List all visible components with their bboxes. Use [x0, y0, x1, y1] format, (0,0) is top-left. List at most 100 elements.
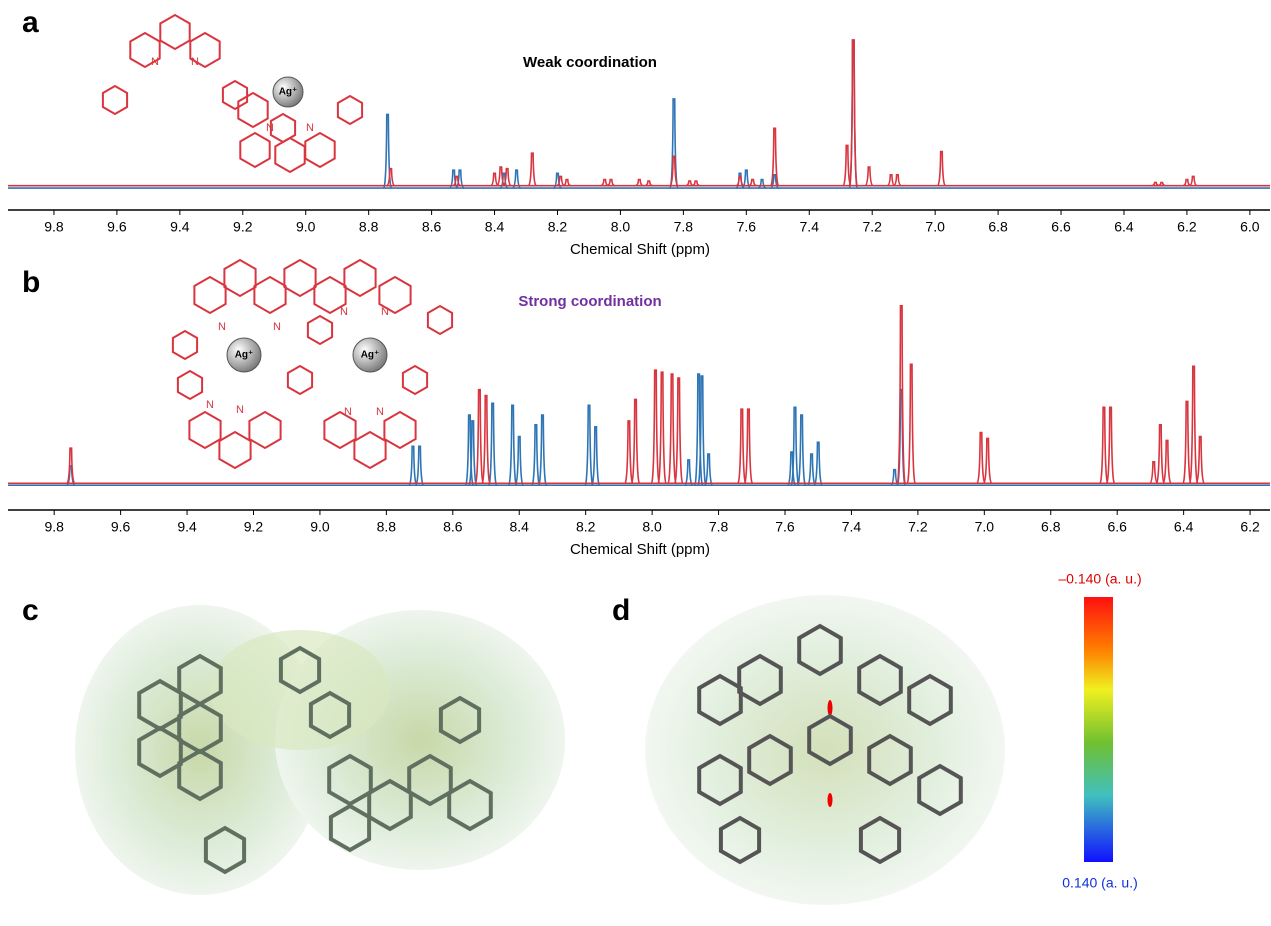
x-tick-label: 9.8 [44, 519, 64, 535]
peak [738, 409, 746, 483]
ring [224, 260, 255, 296]
ring [344, 260, 375, 296]
figure: –0.140 (a. u.) 0.140 (a. u.) c d a9.89.6… [0, 0, 1271, 921]
peak [515, 437, 523, 486]
peak [1163, 440, 1171, 483]
peak [1107, 407, 1115, 483]
peak [1196, 437, 1204, 484]
panel-label: d [612, 594, 630, 627]
x-tick-label: 6.4 [1114, 219, 1134, 235]
peak [453, 176, 461, 185]
atom-label: N [340, 306, 348, 318]
peak [668, 374, 676, 483]
x-tick-label: 8.6 [443, 519, 463, 535]
surface-d [645, 595, 1005, 905]
x-tick-label: 6.2 [1240, 519, 1260, 535]
peak [409, 446, 417, 485]
x-tick-label: 7.2 [862, 219, 882, 235]
ring [288, 366, 312, 394]
peak [563, 180, 571, 186]
x-tick-label: 9.4 [177, 519, 197, 535]
peak [607, 180, 615, 186]
peak [482, 396, 490, 484]
atom-label: N [306, 122, 314, 134]
peak [788, 452, 796, 485]
peak [937, 152, 945, 186]
x-tick-label: 9.0 [310, 519, 330, 535]
x-tick-label: 7.2 [908, 519, 928, 535]
peak [489, 403, 497, 485]
peak [387, 169, 395, 186]
surface-c [75, 605, 565, 895]
peak [1183, 401, 1191, 483]
x-tick-label: 7.4 [800, 219, 820, 235]
ring [249, 412, 280, 448]
ring [240, 133, 269, 167]
peak [651, 370, 659, 483]
ring [173, 331, 197, 359]
peak [893, 175, 901, 186]
x-tick-label: 6.4 [1174, 519, 1194, 535]
peak [843, 145, 851, 185]
atom-label: N [376, 406, 384, 418]
ring [254, 277, 285, 313]
atom-label: Ag⁺ [279, 87, 298, 98]
peak [538, 415, 546, 485]
peak [670, 99, 678, 188]
x-tick-label: 8.4 [510, 519, 530, 535]
peak [744, 409, 752, 483]
peak [384, 114, 392, 188]
peak [585, 405, 593, 485]
peak [491, 173, 499, 185]
peak [675, 378, 683, 483]
x-axis-label: Chemical Shift (ppm) [570, 241, 710, 258]
colorbar-max-label: –0.140 (a. u.) [1058, 571, 1141, 587]
peak [1100, 407, 1108, 483]
peak [791, 407, 799, 485]
x-tick-label: 8.8 [359, 219, 379, 235]
peak [984, 438, 992, 483]
peak [1156, 425, 1164, 484]
ring [219, 432, 250, 468]
ring [194, 277, 225, 313]
x-tick-label: 9.8 [44, 219, 64, 235]
x-tick-label: 9.4 [170, 219, 190, 235]
x-tick-label: 8.2 [576, 519, 596, 535]
peak [705, 454, 713, 485]
peak [798, 415, 806, 485]
atom-label: N [273, 321, 281, 333]
peak [528, 153, 536, 186]
atom-label: N [236, 404, 244, 416]
x-tick-label: 8.0 [642, 519, 662, 535]
annotation: Weak coordination [523, 54, 657, 71]
atom-label: N [218, 321, 226, 333]
x-tick-label: 6.0 [1240, 219, 1260, 235]
peak [632, 399, 640, 483]
x-tick-label: 7.0 [975, 519, 995, 535]
peak [532, 425, 540, 485]
atom-label: N [191, 56, 199, 68]
colorbar [1084, 597, 1113, 862]
x-tick-label: 6.8 [1041, 519, 1061, 535]
colorbar-min-label: 0.140 (a. u.) [1062, 875, 1138, 891]
ring [275, 138, 304, 172]
x-tick-label: 7.6 [775, 519, 795, 535]
atom-label: N [151, 56, 159, 68]
ring [223, 81, 247, 109]
ring [189, 412, 220, 448]
ring [103, 86, 127, 114]
x-axis-label: Chemical Shift (ppm) [570, 541, 710, 558]
atom-label: N [344, 406, 352, 418]
panel-label: a [22, 6, 39, 39]
x-tick-label: 6.6 [1051, 219, 1071, 235]
peak [1150, 462, 1158, 483]
peak [601, 180, 609, 186]
x-tick-label: 9.6 [111, 519, 131, 535]
annotation: Strong coordination [518, 293, 661, 310]
x-tick-label: 9.0 [296, 219, 316, 235]
ring [354, 432, 385, 468]
peak [849, 40, 857, 186]
peak [808, 454, 816, 485]
ring [308, 316, 332, 344]
peak [685, 460, 693, 485]
